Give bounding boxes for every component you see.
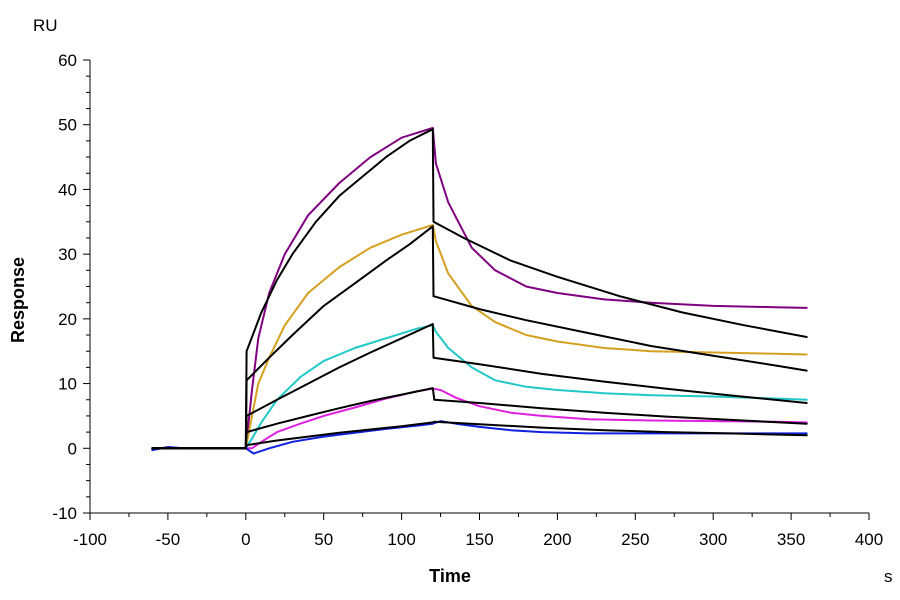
series-line-curve-2 xyxy=(151,224,808,450)
series-line-curve-1 xyxy=(151,126,808,450)
y-tick-label: 20 xyxy=(58,310,77,329)
y-tick-label: 60 xyxy=(58,51,77,70)
x-tick-label: 250 xyxy=(621,530,649,549)
series-line-fit-4 xyxy=(151,387,808,450)
series-layer xyxy=(151,126,808,455)
fit-layer xyxy=(151,128,808,450)
y-tick-label: 30 xyxy=(58,245,77,264)
x-tick-label: -50 xyxy=(156,530,181,549)
x-tick-label: 100 xyxy=(387,530,415,549)
series-line-fit-5 xyxy=(151,420,808,450)
y-unit-label: RU xyxy=(33,16,58,35)
y-tick-label: -10 xyxy=(52,504,77,523)
x-tick-label: 150 xyxy=(465,530,493,549)
series-line-fit-2 xyxy=(151,225,808,450)
x-unit-label: s xyxy=(884,567,893,586)
x-axis-title: Time xyxy=(429,566,471,586)
y-axis-title: Response xyxy=(8,257,28,343)
x-tick-label: 200 xyxy=(543,530,571,549)
y-tick-label: 50 xyxy=(58,116,77,135)
y-axis-ticks: -10 0 10 20 30 40 50 60 xyxy=(52,51,90,523)
y-tick-label: 10 xyxy=(58,375,77,394)
x-tick-label: 350 xyxy=(777,530,805,549)
series-line-fit-1 xyxy=(151,128,808,450)
x-tick-label: 50 xyxy=(314,530,333,549)
y-tick-label: 0 xyxy=(68,439,77,458)
x-tick-label: 400 xyxy=(855,530,883,549)
x-tick-label: 0 xyxy=(241,530,250,549)
y-tick-label: 40 xyxy=(58,180,77,199)
series-line-fit-3 xyxy=(151,323,808,450)
x-tick-label: -100 xyxy=(73,530,107,549)
x-tick-label: 300 xyxy=(699,530,727,549)
x-axis-ticks: -100 -50 0 50 100 150 200 250 300 350 400 xyxy=(73,513,883,549)
